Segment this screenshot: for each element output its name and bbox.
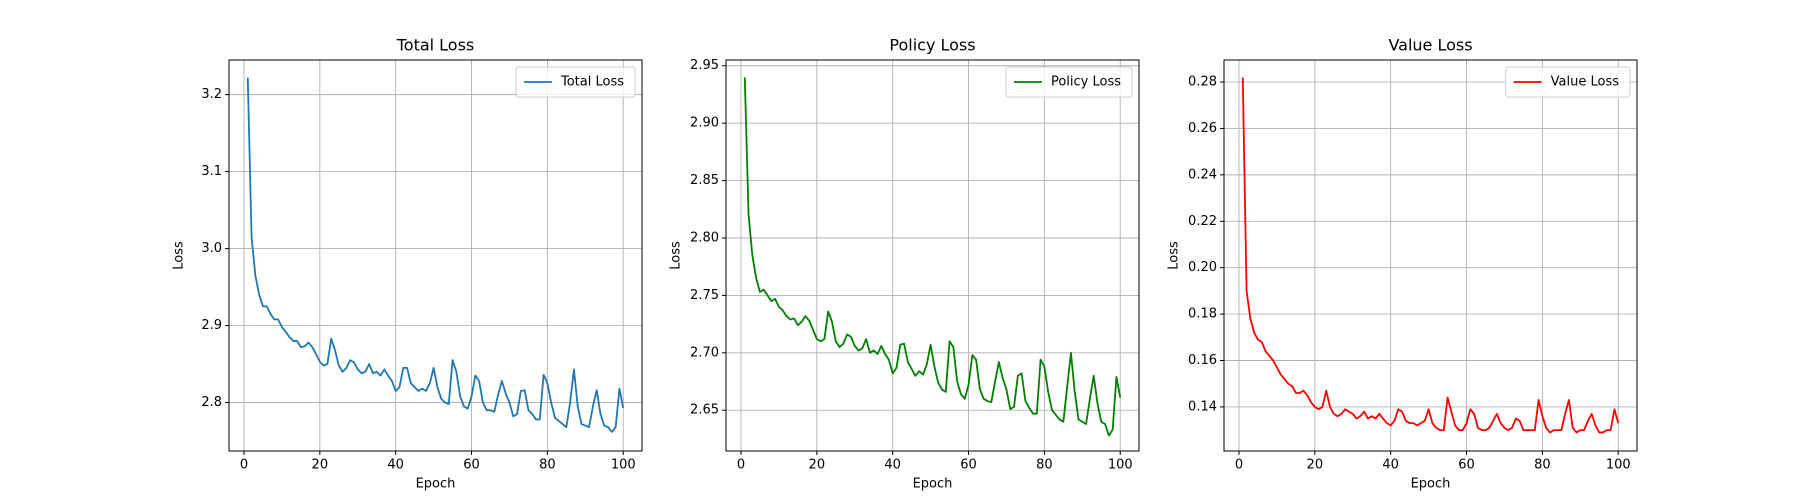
y-tick-label: 0.16 (1188, 353, 1217, 368)
x-tick-label: 40 (387, 458, 404, 473)
y-tick-label: 2.90 (690, 116, 719, 131)
x-tick-label: 40 (884, 458, 901, 473)
y-axis-label: Loss (669, 241, 684, 270)
y-tick-label: 2.80 (690, 230, 719, 245)
legend-label: Value Loss (1551, 75, 1620, 90)
y-tick-label: 3.2 (201, 87, 222, 102)
y-tick-label: 0.14 (1188, 399, 1217, 414)
legend-box (1005, 66, 1133, 98)
x-axis-label: Epoch (1411, 477, 1451, 492)
y-tick-label: 2.70 (690, 345, 719, 360)
chart-title: Value Loss (1388, 36, 1472, 55)
plot-frame (725, 59, 1140, 452)
legend: Value Loss (1505, 66, 1631, 98)
chart-title: Total Loss (396, 36, 475, 55)
x-tick-label: 80 (1036, 458, 1053, 473)
x-tick-label: 60 (1458, 458, 1475, 473)
x-tick-label: 80 (539, 458, 556, 473)
legend-box (515, 66, 636, 98)
y-tick-label: 2.8 (201, 395, 222, 410)
x-tick-label: 60 (463, 458, 480, 473)
y-tick-label: 3.0 (201, 241, 222, 256)
y-tick-label: 3.1 (201, 164, 222, 179)
x-axis-label: Epoch (416, 477, 456, 492)
legend-label: Total Loss (560, 75, 624, 90)
y-tick-label: 0.24 (1188, 167, 1217, 182)
x-tick-label: 80 (1534, 458, 1551, 473)
plot-frame (228, 59, 643, 452)
y-tick-label: 0.20 (1188, 260, 1217, 275)
data-line (1241, 77, 1620, 434)
y-tick-label: 0.28 (1188, 75, 1217, 90)
data-line (246, 77, 625, 433)
x-tick-label: 100 (1108, 458, 1133, 473)
x-axis-label: Epoch (913, 477, 953, 492)
y-tick-label: 2.65 (690, 403, 719, 418)
legend-box (1505, 66, 1631, 98)
x-tick-label: 0 (1235, 458, 1243, 473)
x-tick-label: 20 (312, 458, 329, 473)
y-tick-label: 2.9 (201, 318, 222, 333)
data-line (743, 77, 1122, 437)
x-tick-label: 100 (611, 458, 636, 473)
y-axis-label: Loss (1167, 241, 1182, 270)
y-tick-label: 2.75 (690, 288, 719, 303)
x-tick-label: 0 (737, 458, 745, 473)
plot-frame (1223, 59, 1638, 452)
x-tick-label: 100 (1606, 458, 1631, 473)
x-tick-label: 40 (1382, 458, 1399, 473)
y-axis-label: Loss (172, 241, 187, 270)
legend: Total Loss (515, 66, 636, 98)
y-tick-label: 2.95 (690, 58, 719, 73)
y-tick-label: 2.85 (690, 173, 719, 188)
legend-label: Policy Loss (1051, 75, 1121, 90)
x-tick-label: 60 (960, 458, 977, 473)
x-tick-label: 20 (809, 458, 826, 473)
x-tick-label: 20 (1307, 458, 1324, 473)
x-tick-label: 0 (240, 458, 248, 473)
chart-title: Policy Loss (889, 36, 975, 55)
y-tick-label: 0.22 (1188, 214, 1217, 229)
legend: Policy Loss (1005, 66, 1133, 98)
y-tick-label: 0.18 (1188, 307, 1217, 322)
y-tick-label: 0.26 (1188, 121, 1217, 136)
